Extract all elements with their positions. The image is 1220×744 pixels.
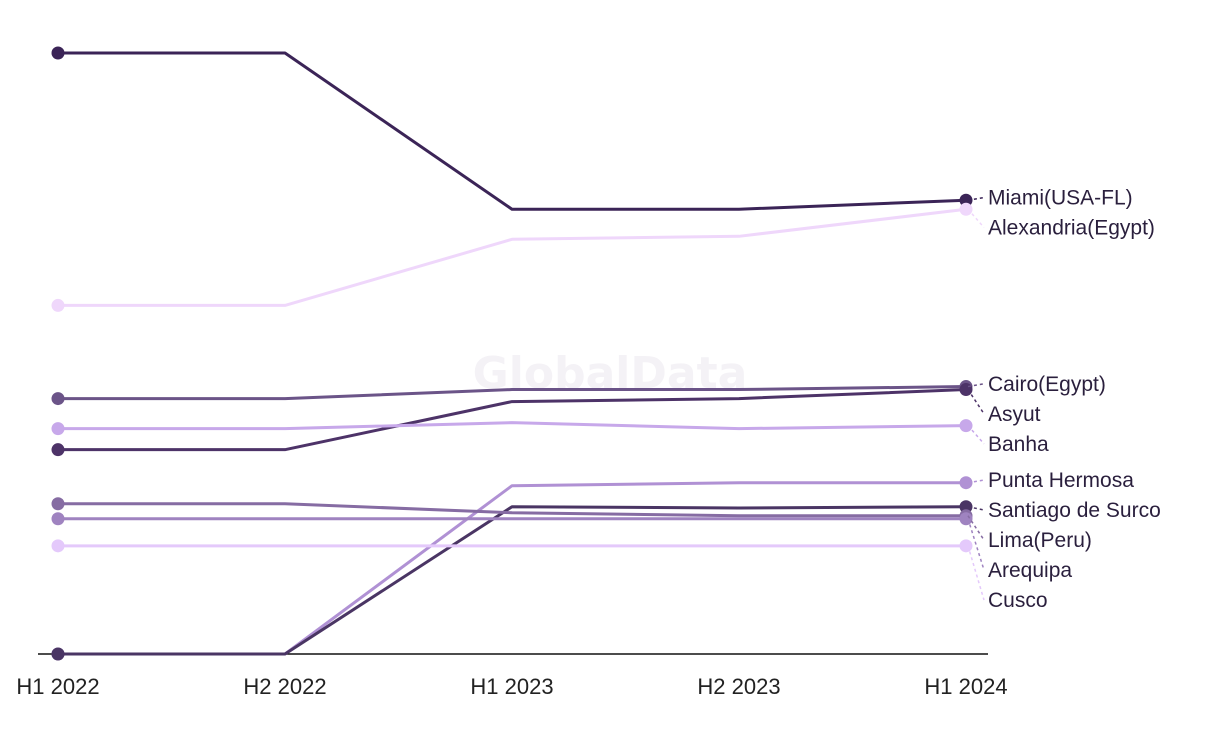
series-point-miami-usa-fl-4	[959, 193, 973, 207]
series-point-punta-hermosa-4	[959, 476, 973, 490]
x-tick-label-h2-2023: H2 2023	[697, 674, 780, 699]
series-santiago-de-surco	[51, 500, 973, 661]
label-leader-cusco	[967, 545, 985, 601]
label-leader-cairo-egypt	[967, 383, 985, 388]
series-point-alexandria-egypt-4	[959, 202, 973, 216]
x-tick-label-h1-2023: H1 2023	[470, 674, 553, 699]
series-point-lima-peru-0	[51, 497, 65, 511]
series-label-lima-peru: Lima(Peru)	[988, 529, 1092, 552]
series-label-miami-usa-fl: Miami(USA-FL)	[988, 187, 1133, 210]
series-label-cusco: Cusco	[988, 589, 1048, 612]
series-label-santiago-de-surco: Santiago de Surco	[988, 499, 1161, 522]
series-point-asyut-0	[51, 443, 65, 457]
label-leader-banha	[967, 425, 985, 445]
series-lima-peru	[51, 497, 973, 523]
watermark: GlobalData	[473, 348, 748, 399]
series-point-miami-usa-fl-0	[51, 46, 65, 60]
x-tick-labels: H1 2022 H2 2022 H1 2023 H2 2023 H1 2024	[16, 674, 1007, 699]
series-line-asyut	[58, 388, 967, 452]
series-point-santiago-de-surco-0	[51, 647, 65, 661]
series-line-banha	[58, 421, 967, 431]
label-leader-arequipa	[967, 518, 985, 571]
series-point-cairo-egypt-0	[51, 392, 65, 406]
series-point-asyut-4	[959, 383, 973, 397]
label-leader-lima-peru	[967, 515, 985, 541]
series-label-banha: Banha	[988, 433, 1049, 456]
series-point-arequipa-4	[959, 512, 973, 526]
series-line-santiago-de-surco	[58, 505, 967, 656]
x-tick-label-h1-2022: H1 2022	[16, 674, 99, 699]
series-label-asyut: Asyut	[988, 403, 1041, 426]
series-label-arequipa: Arequipa	[988, 559, 1072, 582]
series-point-arequipa-0	[51, 512, 65, 526]
x-tick-label-h1-2024: H1 2024	[924, 674, 1007, 699]
series-point-banha-4	[959, 419, 973, 433]
series-line-alexandria-egypt	[58, 207, 967, 307]
series-line-lima-peru	[58, 502, 966, 518]
label-leader-alexandria-egypt	[967, 208, 985, 229]
label-leader-punta-hermosa	[967, 479, 985, 484]
series-point-cusco-4	[959, 539, 973, 553]
series-layer	[51, 46, 973, 661]
series-line-miami-usa-fl	[58, 51, 967, 211]
label-leader-santiago-de-surco	[967, 506, 985, 511]
series-point-alexandria-egypt-0	[51, 298, 65, 312]
series-point-santiago-de-surco-4	[959, 500, 973, 514]
series-labels: Miami(USA-FL) Alexandria(Egypt) Cairo(Egyp…	[967, 187, 1161, 612]
x-tick-label-h2-2022: H2 2022	[243, 674, 326, 699]
label-leader-asyut	[967, 389, 985, 415]
series-cusco	[51, 539, 973, 553]
series-label-punta-hermosa: Punta Hermosa	[988, 469, 1134, 492]
series-arequipa	[51, 512, 973, 526]
series-label-alexandria-egypt: Alexandria(Egypt)	[988, 217, 1155, 240]
series-miami-usa-fl	[51, 46, 973, 211]
series-point-banha-0	[51, 422, 65, 436]
series-line-cairo-egypt	[58, 385, 967, 401]
series-banha	[51, 419, 973, 436]
series-point-cusco-0	[51, 539, 65, 553]
series-label-cairo-egypt: Cairo(Egypt)	[988, 373, 1106, 396]
label-leader-miami-usa-fl	[967, 196, 985, 201]
series-alexandria-egypt	[51, 202, 973, 312]
